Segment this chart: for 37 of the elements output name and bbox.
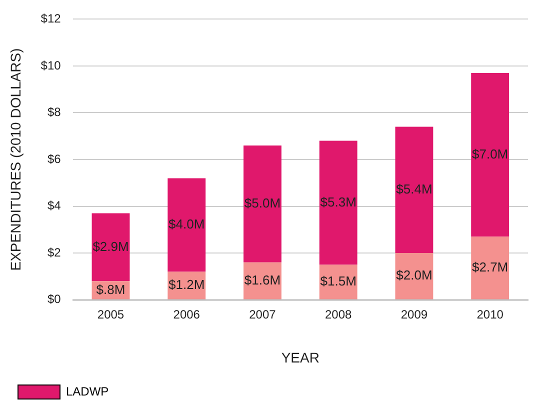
y-tick-label: $12 xyxy=(40,12,62,26)
y-tick-label: $10 xyxy=(40,58,62,72)
data-label: $7.0M xyxy=(472,146,508,162)
data-label: $5.3M xyxy=(320,194,356,210)
data-label: $2.0M xyxy=(396,268,432,283)
data-label: $2.7M xyxy=(472,260,508,275)
data-label: $5.4M xyxy=(396,181,432,196)
bar xyxy=(319,264,358,300)
y-tick-label: $4 xyxy=(47,198,62,213)
data-label: $5.0M xyxy=(244,196,281,211)
bar xyxy=(471,72,510,237)
y-tick-label: $8 xyxy=(47,105,62,120)
x-axis-title: YEAR xyxy=(281,349,320,366)
data-label: $1.6M xyxy=(244,272,281,288)
x-tick-label: 2006 xyxy=(173,307,200,322)
y-tick-label: $6 xyxy=(47,152,62,166)
data-label: $1.2M xyxy=(168,277,205,292)
y-tick-label: $2 xyxy=(47,245,62,260)
data-label: $.8M xyxy=(96,282,126,297)
x-tick-label: 2005 xyxy=(97,307,124,322)
x-tick-label: 2008 xyxy=(324,307,352,322)
y-tick-label: $0 xyxy=(47,292,62,306)
bar xyxy=(168,178,206,272)
bar xyxy=(395,126,434,254)
legend-label: LADWP xyxy=(66,384,109,398)
bar xyxy=(471,236,510,300)
x-tick-label: 2007 xyxy=(249,307,276,322)
y-axis-title: EXPENDITURES (2010 DOLLARS) xyxy=(7,48,24,271)
bar xyxy=(244,145,282,262)
data-label: $2.9M xyxy=(92,238,129,254)
data-label: $4.0M xyxy=(168,216,205,232)
data-label: $1.5M xyxy=(320,274,356,289)
bar xyxy=(319,140,358,265)
bar xyxy=(395,253,434,300)
x-tick-label: 2010 xyxy=(476,307,504,322)
bar xyxy=(92,213,130,282)
x-tick-label: 2009 xyxy=(400,307,428,322)
